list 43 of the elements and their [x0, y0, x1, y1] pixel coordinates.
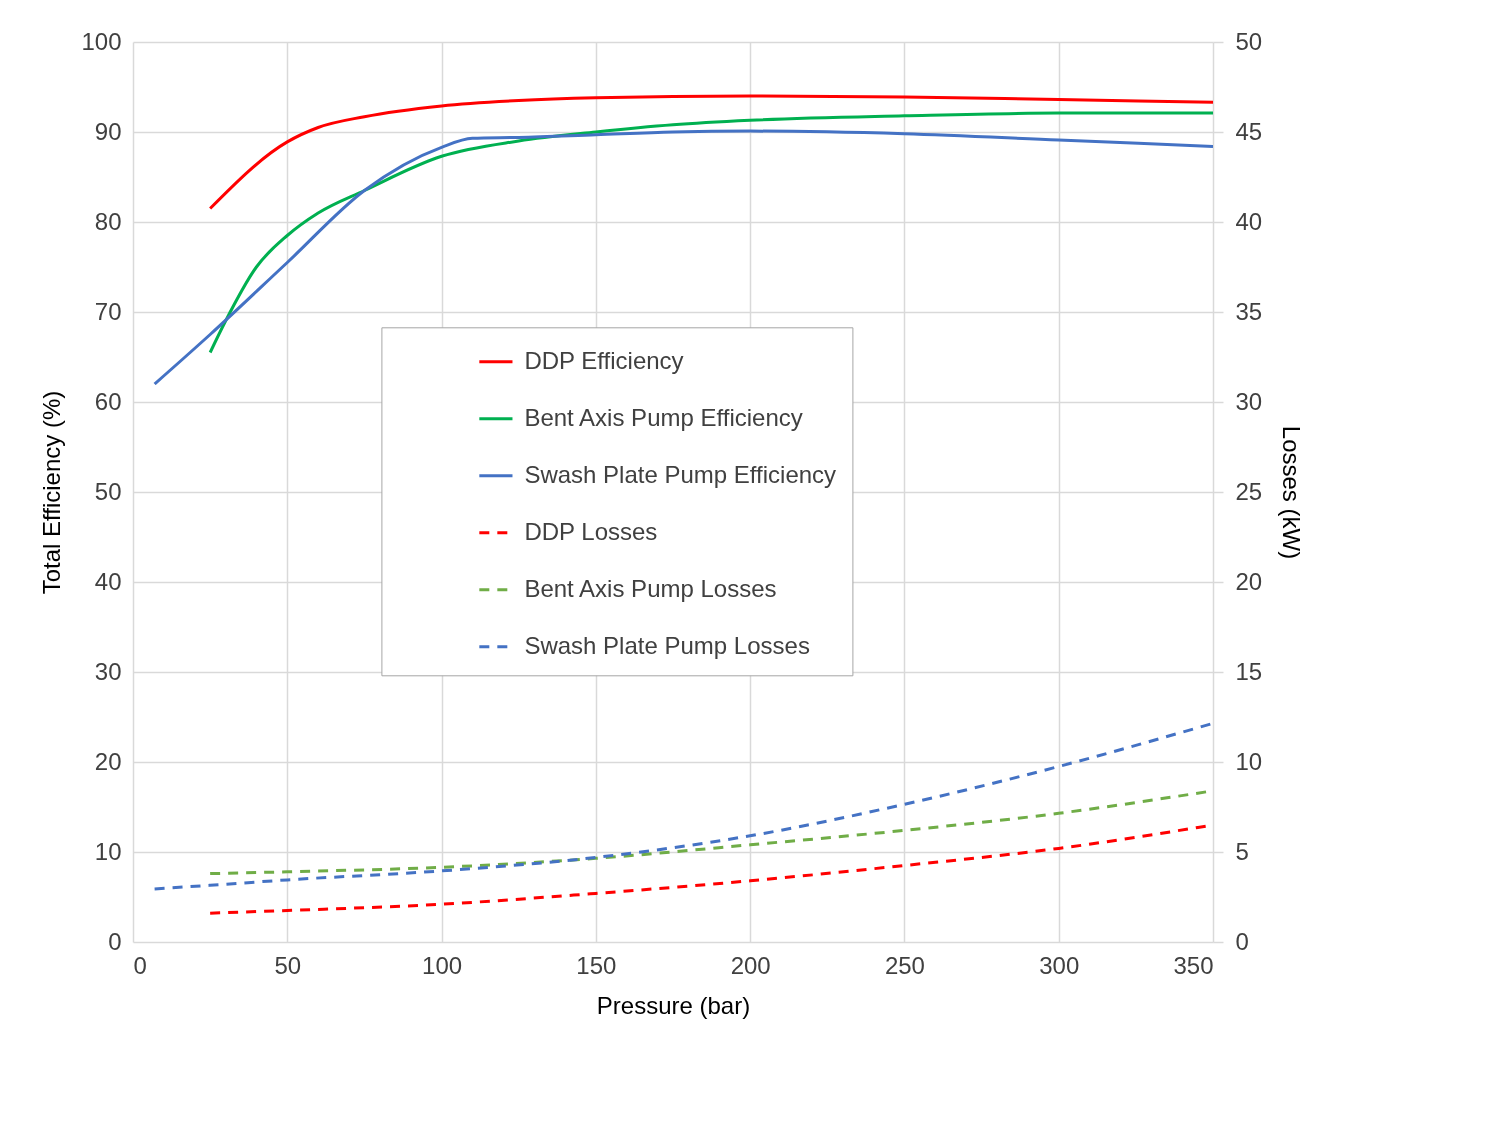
x-tick-label: 0	[133, 951, 147, 979]
y2-tick-label: 50	[1235, 27, 1263, 55]
y-tick-label: 80	[94, 207, 122, 235]
y-tick-label: 90	[94, 117, 122, 145]
y-tick-label: 60	[94, 387, 122, 415]
x-tick-label: 200	[730, 951, 771, 979]
y-tick-label: 10	[94, 837, 122, 865]
y-tick-label: 20	[94, 747, 122, 775]
y-tick-label: 0	[108, 927, 122, 955]
y-tick-label: 100	[81, 27, 122, 55]
y2-tick-label: 40	[1235, 207, 1263, 235]
x-axis-title: Pressure (bar)	[596, 991, 751, 1019]
y2-tick-label: 0	[1235, 927, 1249, 955]
x-tick-label: 300	[1039, 951, 1080, 979]
y2-tick-label: 10	[1235, 747, 1263, 775]
y-axis-title: Total Efficiency (%)	[38, 390, 66, 595]
y-tick-label: 50	[94, 477, 122, 505]
legend-label: Swash Plate Pump Losses	[524, 631, 810, 659]
x-tick-label: 250	[884, 951, 925, 979]
line-series	[208, 94, 1213, 210]
y2-tick-label: 25	[1235, 477, 1263, 505]
x-tick-label: 350	[1173, 951, 1214, 979]
y2-axis-title: Losses (kW)	[1278, 425, 1306, 560]
line-series	[153, 721, 1213, 891]
legend-label: Bent Axis Pump Efficiency	[524, 403, 803, 431]
y-tick-label: 30	[94, 657, 122, 685]
y-tick-label: 40	[94, 567, 122, 595]
x-tick-label: 50	[274, 951, 302, 979]
y2-tick-label: 35	[1235, 297, 1263, 325]
legend-label: DDP Efficiency	[524, 346, 684, 374]
legend-label: DDP Losses	[524, 517, 658, 545]
legend-label: Swash Plate Pump Efficiency	[524, 460, 837, 488]
y-tick-label: 70	[94, 297, 122, 325]
line-series	[208, 111, 1213, 354]
y2-tick-label: 45	[1235, 117, 1263, 145]
y2-tick-label: 30	[1235, 387, 1263, 415]
y2-tick-label: 5	[1235, 837, 1249, 865]
y2-tick-label: 20	[1235, 567, 1263, 595]
y2-tick-label: 15	[1235, 657, 1263, 685]
x-tick-label: 150	[576, 951, 617, 979]
x-tick-label: 100	[422, 951, 463, 979]
line-series	[153, 129, 1213, 386]
legend-label: Bent Axis Pump Losses	[524, 574, 777, 602]
